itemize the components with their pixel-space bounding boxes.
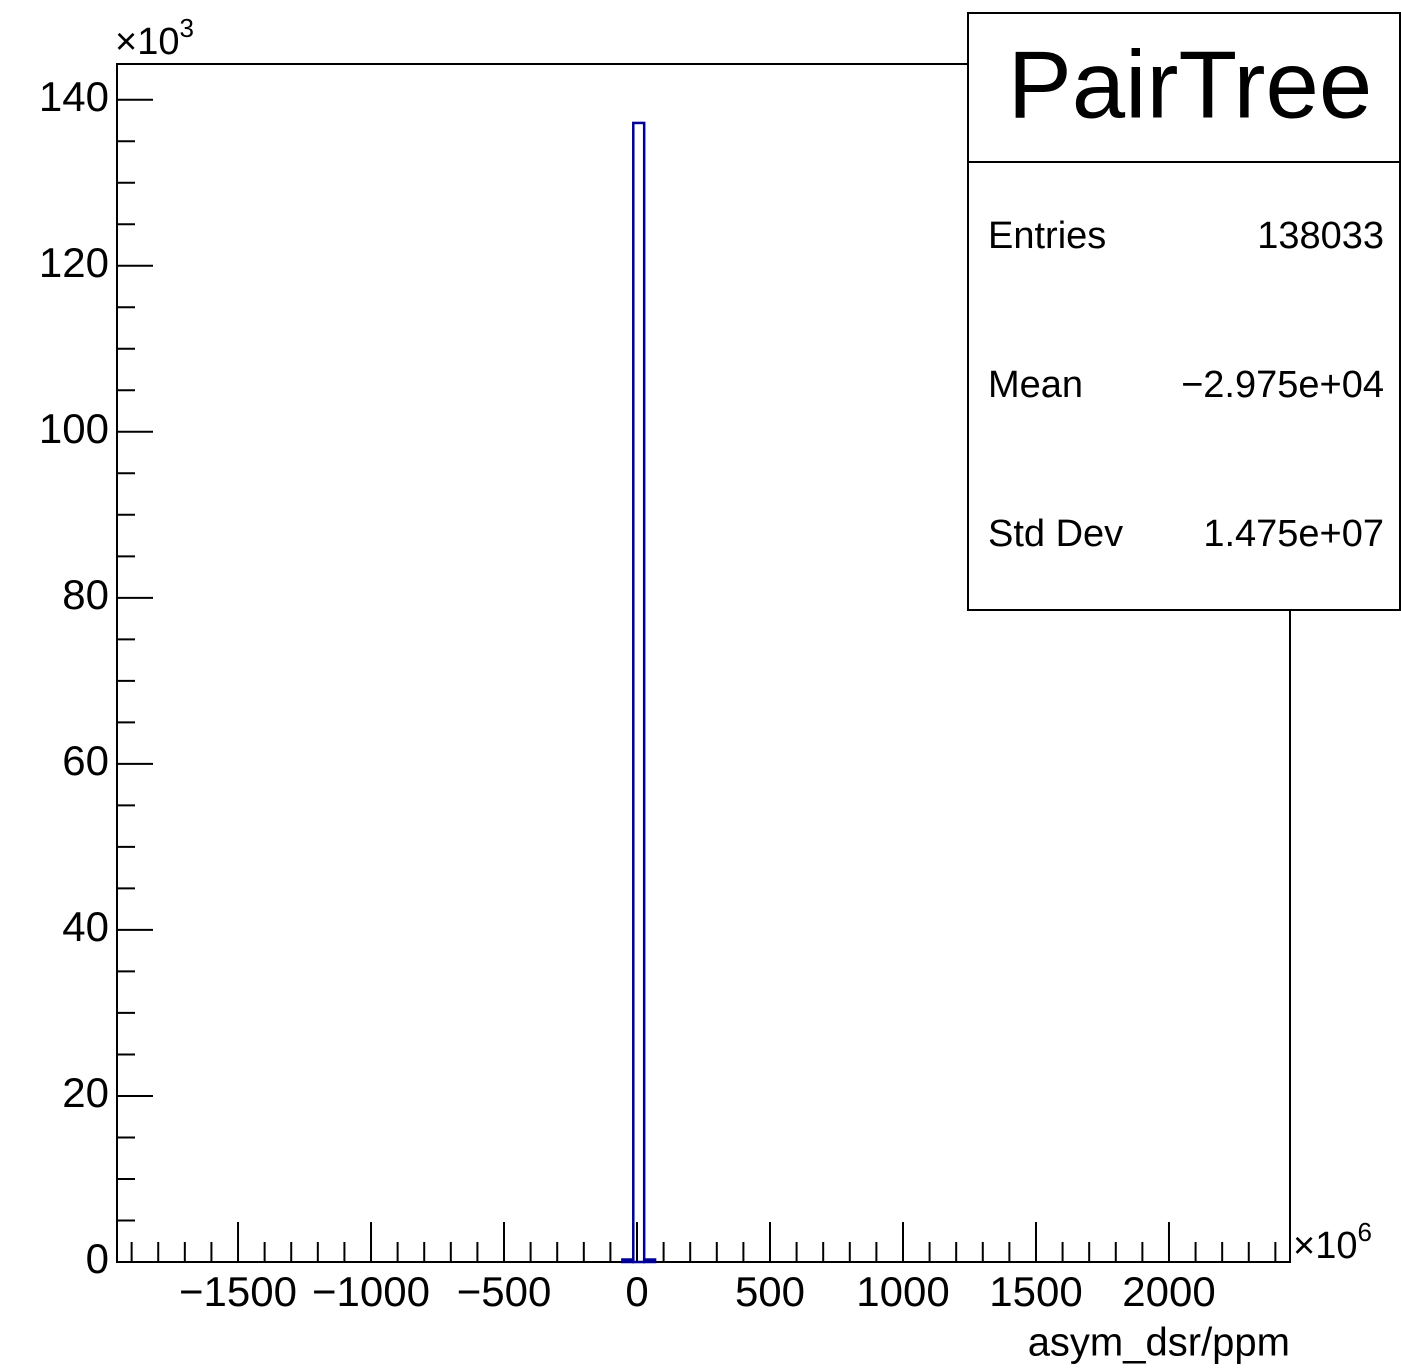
x-tick-label: 0 (625, 1268, 648, 1315)
x-tick-label: 1000 (856, 1268, 949, 1315)
x-multiplier: ×106 (1293, 1217, 1372, 1267)
y-tick-label: 120 (39, 239, 109, 286)
x-multiplier-exponent: 6 (1357, 1217, 1371, 1247)
plot-frame (116, 63, 1291, 1263)
y-tick-label: 60 (62, 737, 109, 784)
stats-label: Mean (988, 364, 1083, 406)
stats-value: −2.975e+04 (1181, 364, 1384, 406)
histogram-bar (621, 1258, 635, 1264)
x-tick-label: 500 (735, 1268, 805, 1315)
x-tick-label: −500 (457, 1268, 552, 1315)
stats-label: Entries (988, 215, 1106, 257)
x-tick-label: −1500 (179, 1268, 297, 1315)
y-multiplier-base: ×10 (115, 21, 179, 63)
x-tick-label: −1000 (312, 1268, 430, 1315)
x-tick-label: 2000 (1122, 1268, 1215, 1315)
stats-value: 1.475e+07 (1203, 513, 1384, 555)
x-axis-label: asym_dsr/ppm (1028, 1321, 1290, 1365)
y-tick-label: 0 (86, 1235, 109, 1282)
x-tick-label: 1500 (989, 1268, 1082, 1315)
histogram-bar (642, 1258, 657, 1264)
y-tick-label: 100 (39, 405, 109, 452)
y-tick-label: 140 (39, 73, 109, 120)
y-tick-label: 80 (62, 571, 109, 618)
y-tick-label: 40 (62, 903, 109, 950)
stats-frame (967, 12, 1401, 611)
stats-box: PairTree (967, 12, 1401, 611)
y-multiplier-exponent: 3 (179, 13, 193, 43)
y-multiplier: ×103 (115, 13, 194, 63)
stats-label: Std Dev (988, 513, 1123, 555)
stats-title: PairTree (1008, 31, 1373, 138)
histogram-bar (632, 121, 646, 1264)
stats-value: 138033 (1257, 215, 1384, 257)
x-multiplier-base: ×10 (1293, 1225, 1357, 1267)
y-tick-label: 20 (62, 1069, 109, 1116)
